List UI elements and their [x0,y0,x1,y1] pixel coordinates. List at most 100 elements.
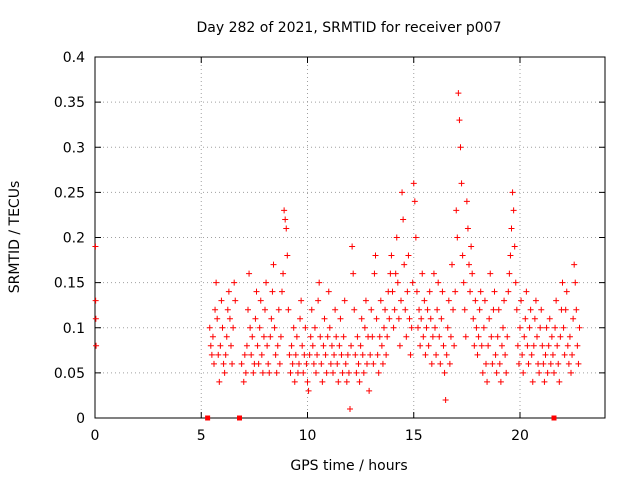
data-point [416,306,423,313]
data-point [475,333,482,340]
data-point [413,288,420,295]
data-point [375,369,382,376]
data-point [420,333,427,340]
data-point [555,360,562,367]
data-point [219,324,226,331]
data-point [449,261,455,268]
data-point [325,288,332,295]
data-point [426,288,433,295]
data-point [345,369,352,376]
data-point [439,288,446,295]
data-point [392,270,399,277]
data-point [551,369,557,376]
data-point [231,279,238,286]
data-point [224,306,231,313]
data-point [396,342,403,349]
data-point [539,342,546,349]
data-point [320,342,327,349]
data-point [364,360,370,367]
data-point [319,378,326,385]
y-tick-label: 0 [76,411,85,427]
data-point [243,342,250,349]
data-point [406,315,413,322]
data-point [548,333,555,340]
data-point [399,189,406,196]
data-point [405,252,412,259]
data-point [445,297,452,304]
data-point [537,324,544,331]
y-tick-label: 0.1 [63,321,85,337]
data-point [93,342,100,349]
data-point [521,333,528,340]
data-point [221,369,228,376]
data-point [245,306,251,313]
data-point [492,351,499,358]
data-point [470,315,477,322]
data-point [549,351,556,358]
data-point [526,324,533,331]
x-tick-label: 0 [91,428,100,444]
data-point [257,297,264,304]
data-point [390,324,397,331]
data-point [281,207,288,214]
data-point [298,297,305,304]
data-point [495,306,502,313]
data-point [274,342,281,349]
data-point [566,333,573,340]
y-tick-label: 0.25 [54,185,85,201]
data-point [432,324,438,331]
data-point [256,324,263,331]
data-point [361,324,368,331]
data-point [331,351,338,358]
data-point [273,369,280,376]
data-point [433,351,440,358]
data-point [453,207,460,214]
data-point [290,324,297,331]
data-point [573,306,580,313]
data-point [443,351,450,358]
y-tick-label: 0.05 [54,366,85,382]
axis-ticks: 0 0.05 0.1 0.15 0.2 0.25 0.3 0.35 0.4 0 5 10 15 20 [54,50,605,444]
data-point [489,360,496,367]
data-point [386,315,393,322]
data-point [382,306,389,313]
data-point [324,333,331,340]
data-point [374,351,381,358]
y-tick-label: 0.35 [54,95,85,111]
data-point [213,279,220,286]
data-point [309,342,316,349]
data-point [428,360,435,367]
data-point [404,288,411,295]
data-point [501,297,508,304]
data-point [427,315,434,322]
data-point [288,342,295,349]
data-point [284,252,291,259]
data-point [359,351,366,358]
data-point [525,360,532,367]
y-axis-label: SRMTID / TECUs [7,181,23,294]
data-point [467,288,474,295]
data-point [366,387,373,394]
data-point [455,90,462,97]
data-point [92,297,99,304]
data-point [478,342,485,349]
data-point [429,333,436,340]
data-point [479,369,486,376]
data-point [409,279,416,286]
data-point [291,378,298,385]
data-point [229,360,236,367]
data-point [265,360,272,367]
data-point [206,324,213,331]
data-point [454,234,461,241]
data-point [424,306,431,313]
data-point [305,387,312,394]
data-point [505,288,512,295]
data-point [497,378,504,385]
data-point [293,333,300,340]
data-point [528,351,535,358]
data-point [333,333,340,340]
data-point [304,378,311,385]
data-point [552,324,559,331]
data-point [335,378,342,385]
data-point [458,180,465,187]
